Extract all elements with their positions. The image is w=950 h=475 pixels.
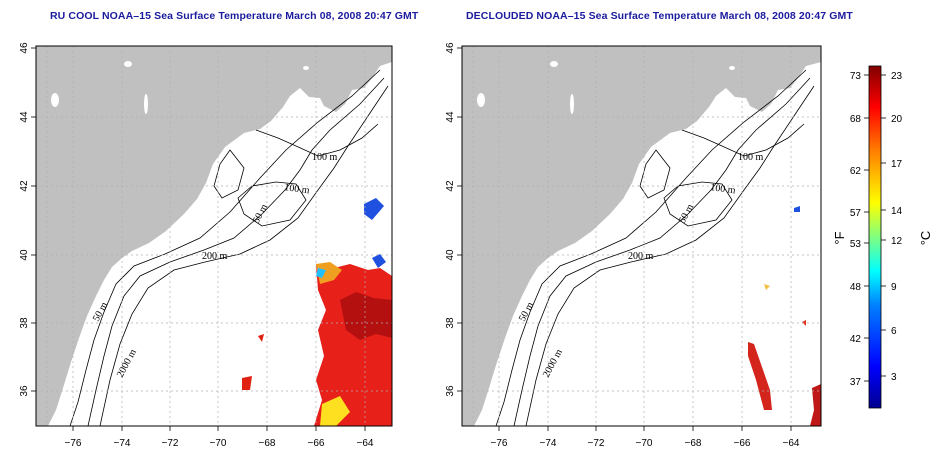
x-axis-labels: −76 −74 −72 −70 −68 −66 −64 bbox=[491, 438, 800, 449]
fahrenheit-tick-label: 48 bbox=[850, 282, 862, 293]
lon-tick-label: −70 bbox=[210, 438, 227, 449]
lon-tick-label: −72 bbox=[162, 438, 179, 449]
contour-label: 200 m bbox=[202, 251, 228, 262]
lakes bbox=[51, 61, 309, 114]
x-axis-labels: −76 −74 −72 −70 −68 −66 −64 bbox=[65, 438, 374, 449]
contour-label: 2000 m bbox=[115, 347, 139, 379]
lat-tick-label: 42 bbox=[19, 180, 30, 192]
lat-tick-label: 46 bbox=[445, 42, 456, 54]
fahrenheit-labels: 73 68 62 57 53 48 42 37 bbox=[850, 71, 862, 388]
map-frame bbox=[461, 45, 822, 427]
lat-tick-label: 38 bbox=[19, 317, 30, 329]
celsius-tick-label: 14 bbox=[891, 206, 903, 217]
lat-tick-label: 36 bbox=[445, 385, 456, 397]
contour-label: 100 m bbox=[710, 182, 737, 196]
temperature-colorbar: 73 68 62 57 53 48 42 37 23 20 17 14 12 9… bbox=[832, 65, 933, 409]
sst-observations bbox=[242, 198, 392, 426]
y-axis-labels: 36 38 40 42 44 46 bbox=[19, 42, 30, 397]
fahrenheit-tick-label: 62 bbox=[850, 166, 862, 177]
land-mass bbox=[462, 46, 821, 426]
fahrenheit-tick-label: 57 bbox=[850, 208, 862, 219]
bathymetry-contours bbox=[69, 69, 389, 426]
lat-lon-grid bbox=[462, 46, 821, 426]
fahrenheit-tick-label: 37 bbox=[850, 377, 862, 388]
lon-tick-label: −74 bbox=[540, 438, 557, 449]
contour-label: 2000 m bbox=[541, 347, 565, 379]
contour-label: 100 m bbox=[284, 182, 311, 196]
lon-tick-label: −66 bbox=[308, 438, 325, 449]
lat-tick-label: 42 bbox=[445, 180, 456, 192]
celsius-labels: 23 20 17 14 12 9 6 3 bbox=[891, 71, 903, 383]
fahrenheit-tick-label: 53 bbox=[850, 239, 862, 250]
y-axis-ticks bbox=[31, 47, 36, 392]
lon-tick-label: −64 bbox=[783, 438, 800, 449]
lon-tick-label: −76 bbox=[491, 438, 508, 449]
celsius-tick-label: 12 bbox=[891, 236, 903, 247]
lon-tick-label: −74 bbox=[114, 438, 131, 449]
lat-tick-label: 38 bbox=[445, 317, 456, 329]
celsius-tick-label: 17 bbox=[891, 159, 903, 170]
lat-tick-label: 44 bbox=[19, 111, 30, 123]
fahrenheit-tick-label: 68 bbox=[850, 114, 862, 125]
y-axis-ticks bbox=[457, 47, 462, 392]
celsius-tick-label: 20 bbox=[891, 114, 903, 125]
lon-tick-label: −64 bbox=[357, 438, 374, 449]
contour-label: 100 m bbox=[312, 152, 338, 163]
right-panel-title: DECLOUDED NOAA–15 Sea Surface Temperatur… bbox=[466, 10, 853, 22]
y-axis-labels: 36 38 40 42 44 46 bbox=[445, 42, 456, 397]
fahrenheit-tick-label: 73 bbox=[850, 71, 862, 82]
sst-observations bbox=[748, 206, 821, 426]
left-panel-title: RU COOL NOAA–15 Sea Surface Temperature … bbox=[50, 10, 419, 22]
contour-label: 100 m bbox=[738, 152, 764, 163]
land-mass bbox=[36, 46, 392, 426]
fahrenheit-tick-label: 42 bbox=[850, 334, 862, 345]
lon-tick-label: −68 bbox=[259, 438, 276, 449]
lat-tick-label: 40 bbox=[19, 249, 30, 261]
lakes bbox=[477, 61, 735, 114]
lon-tick-label: −68 bbox=[685, 438, 702, 449]
contour-label: 50 m bbox=[251, 202, 270, 225]
lon-tick-label: −70 bbox=[636, 438, 653, 449]
x-axis-ticks bbox=[72, 426, 366, 431]
lat-lon-grid bbox=[36, 46, 392, 426]
contour-label: 200 m bbox=[628, 251, 654, 262]
fahrenheit-unit-label: °F bbox=[832, 231, 847, 244]
bathymetry-contours bbox=[495, 69, 815, 426]
celsius-unit-label: °C bbox=[918, 231, 933, 246]
right-map-panel: 100 m 100 m 50 m 200 m 50 m 2000 m −76 −… bbox=[445, 42, 822, 449]
map-frame bbox=[35, 45, 393, 427]
colorbar-ticks bbox=[864, 74, 886, 382]
x-axis-ticks bbox=[498, 426, 792, 431]
contour-label: 50 m bbox=[677, 202, 696, 225]
lat-tick-label: 36 bbox=[19, 385, 30, 397]
lon-tick-label: −72 bbox=[588, 438, 605, 449]
celsius-tick-label: 6 bbox=[891, 326, 897, 337]
celsius-tick-label: 9 bbox=[891, 282, 897, 293]
colorbar-gradient bbox=[868, 65, 882, 409]
lon-tick-label: −66 bbox=[734, 438, 751, 449]
lat-tick-label: 40 bbox=[445, 249, 456, 261]
celsius-tick-label: 23 bbox=[891, 71, 903, 82]
lat-tick-label: 46 bbox=[19, 42, 30, 54]
left-map-panel: 100 m 100 m 50 m 200 m 50 m 2000 m −76 −… bbox=[19, 42, 393, 449]
lat-tick-label: 44 bbox=[445, 111, 456, 123]
celsius-tick-label: 3 bbox=[891, 372, 897, 383]
lon-tick-label: −76 bbox=[65, 438, 82, 449]
